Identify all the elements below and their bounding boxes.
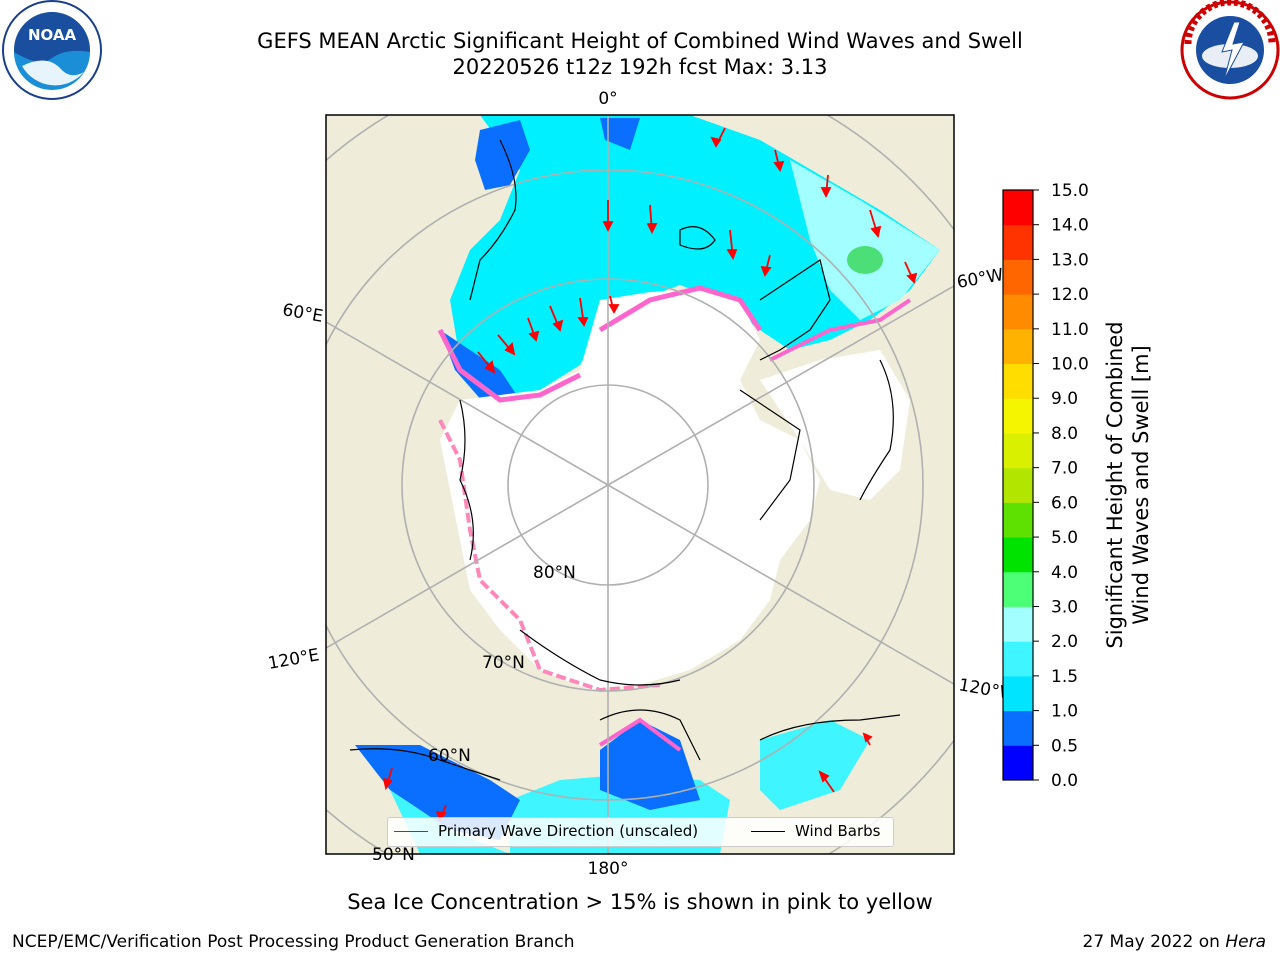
map-legend: Primary Wave Direction (unscaled) Wind B… bbox=[387, 817, 894, 847]
map-frame bbox=[325, 114, 955, 855]
coastlines bbox=[349, 139, 901, 781]
ocean-greenland-sea-light bbox=[790, 160, 940, 320]
colorbar-segment bbox=[1003, 432, 1033, 469]
sea-ice-note: Sea Ice Concentration > 15% is shown in … bbox=[347, 890, 933, 914]
colorbar-frame bbox=[1002, 189, 1034, 781]
colorbar-segment bbox=[1003, 328, 1033, 365]
wave-direction-arrows bbox=[382, 127, 918, 822]
ocean-baltic bbox=[475, 120, 530, 190]
colorbar-tick-label: 11.0 bbox=[1051, 320, 1089, 340]
legend-barbs-label: Wind Barbs bbox=[795, 822, 881, 840]
colorbar-tick-label: 0.0 bbox=[1051, 771, 1078, 791]
lon-label-0: 0° bbox=[598, 89, 617, 109]
colorbar-segment bbox=[1003, 606, 1033, 642]
colorbar-tick-label: 5.0 bbox=[1051, 528, 1078, 548]
lon-label-180: 180° bbox=[588, 859, 629, 879]
colorbar-tick-label: 7.0 bbox=[1051, 459, 1078, 479]
colorbar-tick-label: 8.0 bbox=[1051, 424, 1078, 444]
lon-label-120e: 120°E bbox=[266, 645, 320, 674]
colorbar-tick-label: 14.0 bbox=[1051, 216, 1089, 236]
lon-label-60w: 60°W bbox=[955, 265, 1005, 293]
ice-edge-barents bbox=[437, 328, 582, 403]
ocean-okhotsk bbox=[600, 720, 700, 810]
chart-subtitle: 20220526 t12z 192h fcst Max: 3.13 bbox=[452, 55, 828, 79]
noaa-logo: NOAA bbox=[2, 0, 102, 100]
colorbar-segment bbox=[1003, 710, 1033, 746]
arctic-sea-ice bbox=[440, 290, 820, 690]
colorbar-label-line2: Wind Waves and Swell [m] bbox=[1129, 345, 1153, 625]
colorbar-segment bbox=[1003, 224, 1033, 260]
colorbar-tick-label: 0.5 bbox=[1051, 736, 1078, 756]
colorbar-segment bbox=[1003, 467, 1033, 503]
lat-label-70n: 70°N bbox=[482, 653, 525, 673]
graticule bbox=[326, 115, 954, 854]
legend-primary-label: Primary Wave Direction (unscaled) bbox=[438, 822, 699, 840]
footer-machine: Hera bbox=[1225, 932, 1266, 952]
footer-date: 27 May 2022 on Hera bbox=[1083, 932, 1267, 952]
colorbar: 0.0 0.5 1.0 1.5 2.0 3.0 4.0 5.0 6.0 7.0 8.0 9.0 10.0… bbox=[1002, 181, 1089, 791]
colorbar-segment bbox=[1003, 745, 1033, 781]
ocean-barents-blue bbox=[440, 330, 520, 410]
colorbar-segment bbox=[1003, 502, 1033, 538]
lat-label-60n: 60°N bbox=[428, 746, 471, 766]
colorbar-tick-label: 3.0 bbox=[1051, 597, 1078, 617]
colorbar-tick-label: 1.0 bbox=[1051, 702, 1078, 722]
legend-primary-swatch bbox=[394, 831, 428, 832]
colorbar-tick-label: 9.0 bbox=[1051, 389, 1078, 409]
colorbar-tick-label: 10.0 bbox=[1051, 355, 1089, 375]
nws-logo bbox=[1180, 0, 1280, 100]
colorbar-segment bbox=[1003, 537, 1033, 573]
colorbar-tick-label: 6.0 bbox=[1051, 493, 1078, 513]
ocean-max-wave-region bbox=[847, 246, 883, 274]
ice-edge-atlantic bbox=[598, 285, 763, 333]
lat-label-80n: 80°N bbox=[533, 563, 576, 583]
footer-credit: NCEP/EMC/Verification Post Processing Pr… bbox=[12, 932, 575, 952]
colorbar-segment bbox=[1003, 675, 1033, 712]
ocean-lower-left bbox=[355, 745, 520, 840]
ocean-gulf-alaska bbox=[760, 720, 870, 810]
ice-edge-okhotsk bbox=[598, 717, 682, 752]
colorbar-segment bbox=[1003, 259, 1033, 295]
noaa-logo-text: NOAA bbox=[28, 26, 77, 44]
footer-date-text: 27 May 2022 on bbox=[1082, 932, 1226, 952]
colorbar-label-line1: Significant Height of Combined bbox=[1103, 321, 1127, 649]
ocean-white-sea bbox=[600, 118, 640, 150]
colorbar-segment bbox=[1003, 363, 1033, 399]
colorbar-segment bbox=[1003, 398, 1033, 434]
canadian-archipelago-ice bbox=[760, 350, 910, 500]
colorbar-tick-label: 4.0 bbox=[1051, 563, 1078, 583]
colorbar-tick-label: 12.0 bbox=[1051, 285, 1089, 305]
colorbar-tick-label: 1.5 bbox=[1051, 667, 1078, 687]
colorbar-tick-label: 15.0 bbox=[1051, 181, 1089, 201]
colorbar-segment bbox=[1003, 571, 1033, 607]
ice-edge-canada bbox=[769, 298, 912, 362]
lat-label-50n: 50°N bbox=[372, 845, 415, 865]
lon-label-60e: 60°E bbox=[281, 300, 325, 327]
colorbar-segment bbox=[1003, 190, 1033, 226]
colorbar-tick-label: 2.0 bbox=[1051, 632, 1078, 652]
legend-barbs-swatch bbox=[751, 831, 785, 832]
colorbar-segment bbox=[1003, 641, 1033, 677]
colorbar-segment bbox=[1003, 294, 1033, 330]
colorbar-tick-label: 13.0 bbox=[1051, 250, 1089, 270]
chart-title: GEFS MEAN Arctic Significant Height of C… bbox=[257, 29, 1023, 53]
